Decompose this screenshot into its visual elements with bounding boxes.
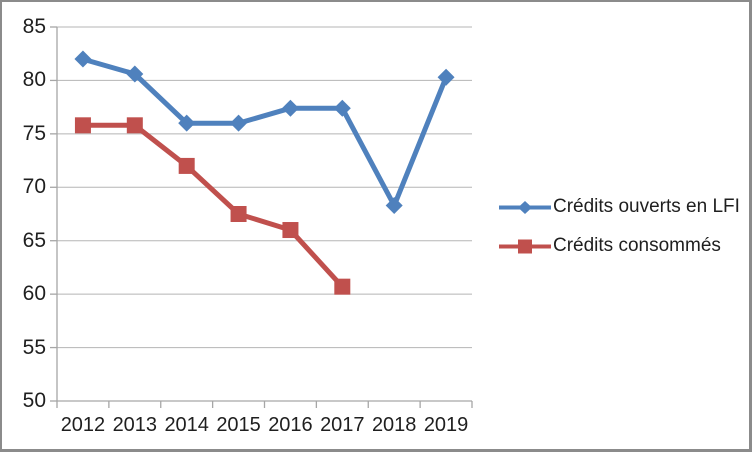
series-line-1 <box>82 122 345 289</box>
diamond-marker <box>333 99 351 117</box>
legend-line-diamond-icon <box>499 200 551 215</box>
diamond-marker <box>518 200 532 214</box>
square-marker <box>178 157 195 174</box>
legend-label-credits-consommes: Crédits consommés <box>553 235 721 256</box>
x-tick-label: 2016 <box>268 414 313 436</box>
diamond-marker <box>385 196 403 214</box>
y-tick-label: 80 <box>22 68 46 92</box>
diamond-marker <box>178 114 196 132</box>
legend-item-credits-ouverts: Crédits ouverts en LFI <box>499 193 740 221</box>
diamond-marker <box>230 114 248 132</box>
y-tick-label: 50 <box>22 389 46 412</box>
x-tick-label: 2019 <box>423 414 469 436</box>
x-tick-label: 2015 <box>216 414 261 436</box>
diamond-marker <box>74 50 92 68</box>
x-tick-label: 2013 <box>112 414 158 436</box>
legend-label-credits-ouverts: Crédits ouverts en LFI <box>553 196 740 217</box>
square-marker <box>334 278 351 295</box>
diamond-marker <box>126 65 144 83</box>
square-marker <box>282 222 299 239</box>
legend-item-credits-consommes: Crédits consommés <box>499 232 721 260</box>
y-tick-label: 75 <box>22 121 46 145</box>
square-marker <box>518 239 532 253</box>
square-marker <box>230 206 247 222</box>
y-tick-label: 70 <box>22 175 46 199</box>
x-tick-label: 2012 <box>60 414 106 436</box>
y-tick-label: 85 <box>22 15 46 38</box>
diamond-marker <box>437 68 455 86</box>
square-marker <box>126 117 143 134</box>
x-tick-label: 2017 <box>320 414 365 436</box>
y-tick-label: 55 <box>22 335 46 359</box>
square-marker <box>74 117 91 134</box>
y-tick-label: 60 <box>22 282 46 306</box>
series-line-0 <box>82 56 449 208</box>
x-tick-label: 2018 <box>371 414 417 436</box>
x-tick-label: 2014 <box>164 414 209 436</box>
y-tick-label: 65 <box>22 228 46 252</box>
diamond-marker <box>281 99 299 117</box>
legend-line-square-icon <box>499 239 551 254</box>
